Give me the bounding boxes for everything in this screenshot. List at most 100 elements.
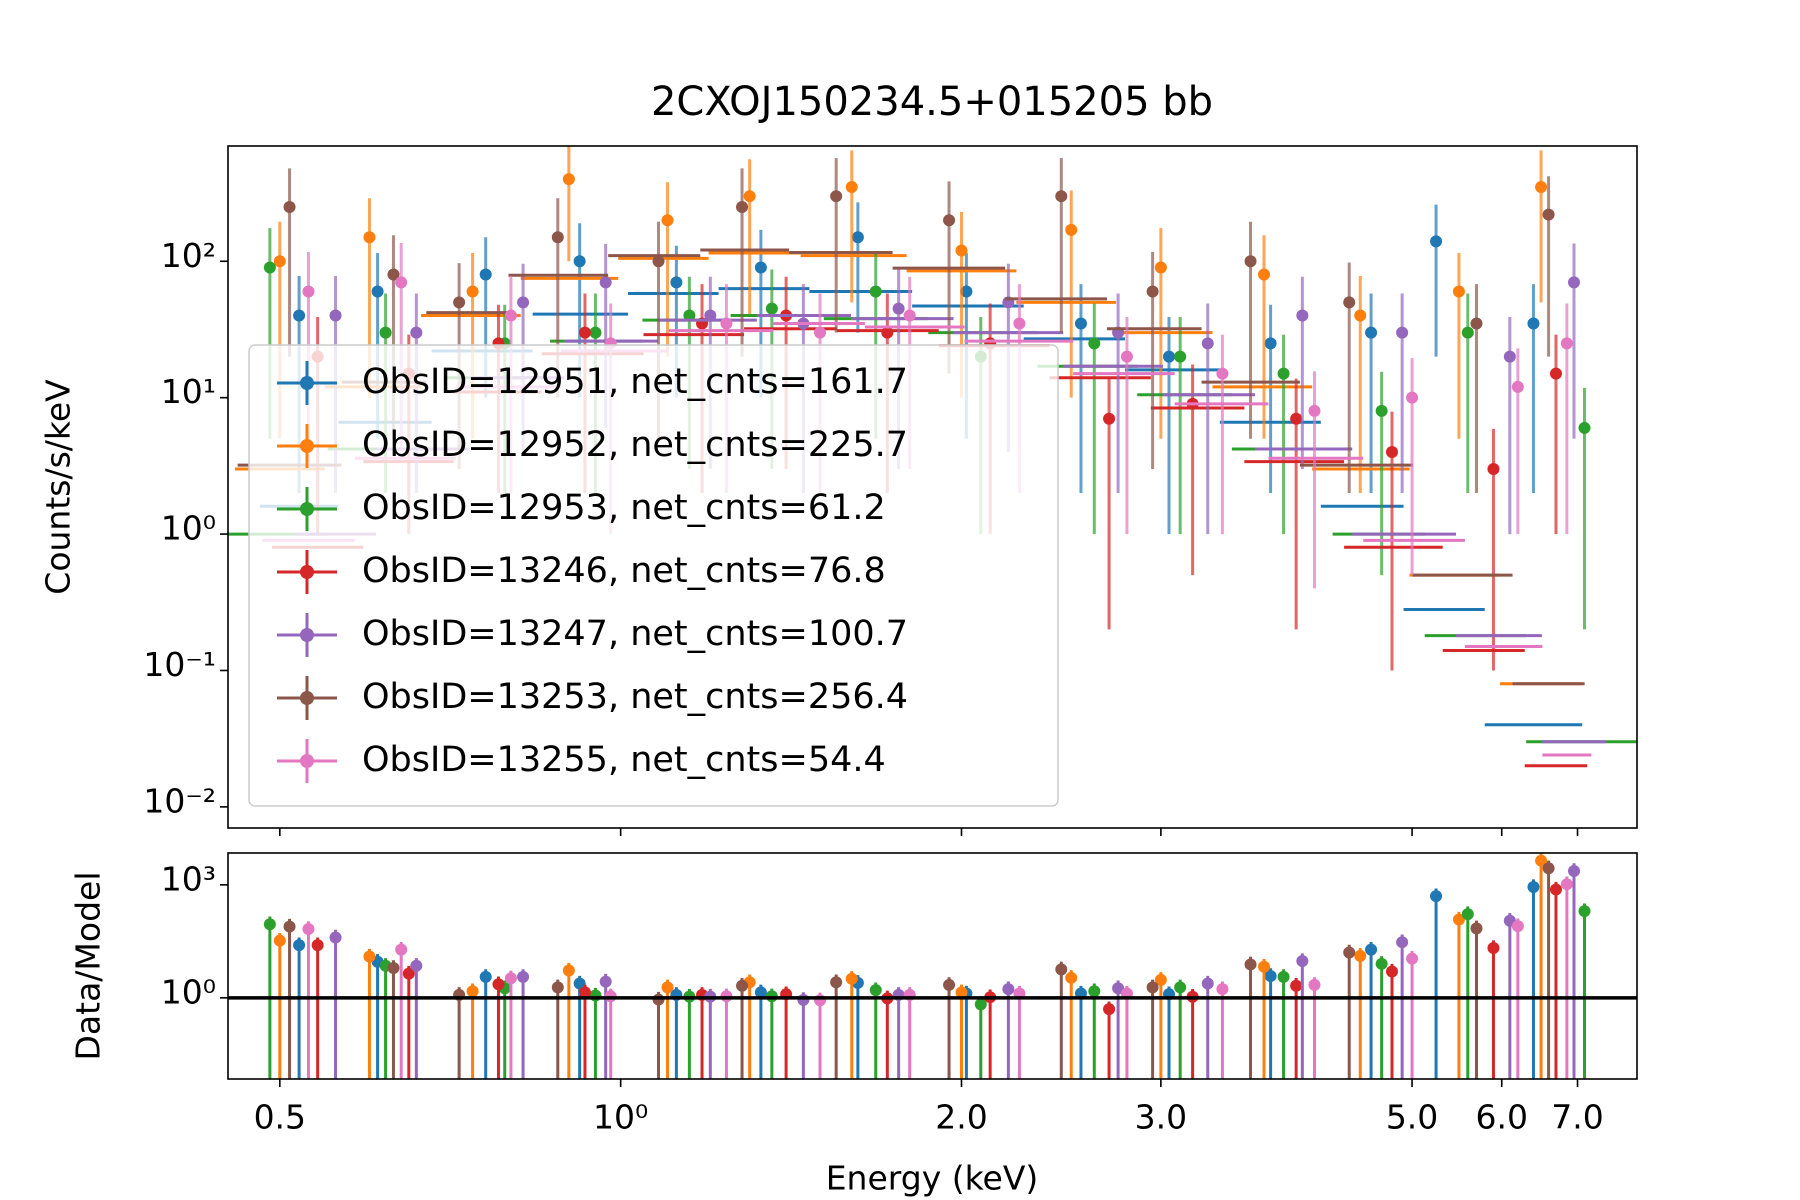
- data-point: [562, 173, 575, 186]
- legend: ObsID=12951, net_cnts=161.7 ObsID=12952, …: [248, 344, 1059, 807]
- ratio-point: [869, 984, 882, 997]
- data-point: [517, 296, 530, 309]
- ratio-point: [387, 961, 400, 974]
- ratio-point: [736, 979, 749, 992]
- data-point: [363, 231, 376, 244]
- data-point: [1244, 255, 1257, 268]
- ratio-point: [1201, 977, 1214, 990]
- data-point: [1074, 317, 1087, 330]
- ratio-point: [1112, 982, 1125, 995]
- ratio-point: [578, 986, 591, 999]
- data-point: [504, 309, 517, 322]
- data-point: [765, 302, 778, 315]
- data-point: [1503, 350, 1516, 363]
- data-point: [814, 326, 827, 339]
- data-point: [892, 302, 905, 315]
- y-tick-label: 10²: [161, 236, 216, 275]
- ratio-point: [943, 978, 956, 991]
- ratio-point: [1470, 922, 1483, 935]
- data-point: [1163, 350, 1176, 363]
- data-point: [661, 214, 674, 227]
- data-point: [704, 309, 717, 322]
- data-point: [329, 309, 342, 322]
- ratio-point: [797, 993, 810, 1006]
- y-axis-label: Data/Model: [69, 872, 108, 1061]
- ratio-point: [1277, 970, 1290, 983]
- ratio-point: [1452, 913, 1465, 926]
- ratio-point: [1365, 943, 1378, 956]
- data-point: [830, 190, 843, 203]
- ratio-point: [293, 939, 306, 952]
- data-point: [943, 214, 956, 227]
- ratio-point: [1055, 963, 1068, 976]
- ratio-point: [402, 967, 415, 980]
- legend-marker: [300, 628, 314, 642]
- axes: 10⁻² 10⁻¹ 10⁰ 10¹ 10² 10⁰ 10³ 0.5 10⁰ 2.0 3.0 5.0 6.…: [143, 145, 1638, 1137]
- ratio-point: [492, 978, 505, 991]
- ratio-point: [1146, 981, 1159, 994]
- data-point: [1430, 235, 1443, 248]
- data-point: [589, 326, 602, 339]
- data-point: [955, 244, 968, 257]
- ratio-point: [1560, 878, 1573, 891]
- data-point: [1385, 445, 1398, 458]
- data-point: [720, 317, 733, 330]
- ratio-point: [273, 934, 286, 947]
- ratio-point: [589, 989, 602, 1002]
- data-point: [479, 268, 492, 281]
- chart-title: 2CXOJ150234.5+015205 bb: [651, 79, 1213, 125]
- ratio-point: [504, 972, 517, 985]
- data-point: [578, 326, 591, 339]
- data-point: [1560, 337, 1573, 350]
- data-point: [1258, 268, 1271, 281]
- data-point: [1406, 391, 1419, 404]
- ratio-point: [830, 976, 843, 989]
- data-point: [903, 309, 916, 322]
- data-point: [379, 326, 392, 339]
- data-point: [1216, 367, 1229, 380]
- data-point: [1055, 190, 1068, 203]
- x-tick-label: 2.0: [935, 1098, 987, 1137]
- axes-frame: [227, 145, 1638, 829]
- ratio-point: [1002, 983, 1015, 996]
- ratio-point: [1535, 854, 1548, 867]
- data-point: [1452, 285, 1465, 298]
- data-point: [845, 181, 858, 194]
- ratio-point: [1487, 942, 1500, 955]
- data-point: [1146, 285, 1159, 298]
- ratio-point: [1542, 862, 1555, 875]
- data-point: [273, 255, 286, 268]
- ratio-point: [1430, 890, 1443, 903]
- data-point: [1535, 181, 1548, 194]
- legend-marker: [300, 691, 314, 705]
- x-tick-label: 3.0: [1135, 1098, 1187, 1137]
- ratio-point: [517, 970, 530, 983]
- ratio-point: [1065, 971, 1078, 984]
- data-point: [881, 326, 894, 339]
- data-point: [395, 276, 408, 289]
- legend-label: ObsID=13247, net_cnts=100.7: [362, 614, 908, 654]
- y-tick-label: 10¹: [161, 372, 216, 411]
- data-point: [1065, 223, 1078, 236]
- ratio-point: [410, 959, 423, 972]
- ratio-point: [302, 923, 315, 936]
- data-point: [1290, 412, 1303, 425]
- y-tick-label: 10⁻¹: [143, 645, 216, 684]
- axes-frame: [227, 852, 1638, 1080]
- y-tick-label: 10⁰: [161, 509, 216, 548]
- data-point: [960, 285, 973, 298]
- ratio-point: [599, 975, 612, 988]
- data-point: [1567, 276, 1580, 289]
- data-point: [1013, 317, 1026, 330]
- ratio-point: [1174, 981, 1187, 994]
- data-point: [387, 268, 400, 281]
- data-point: [1088, 337, 1101, 350]
- legend-label: ObsID=12952, net_cnts=225.7: [362, 425, 908, 465]
- data-point: [754, 261, 767, 274]
- data-point: [466, 285, 479, 298]
- ratio-point: [845, 972, 858, 985]
- ratio-point: [1375, 957, 1388, 970]
- data-point: [453, 296, 466, 309]
- ratio-point: [263, 918, 276, 931]
- ratio-point: [974, 998, 987, 1011]
